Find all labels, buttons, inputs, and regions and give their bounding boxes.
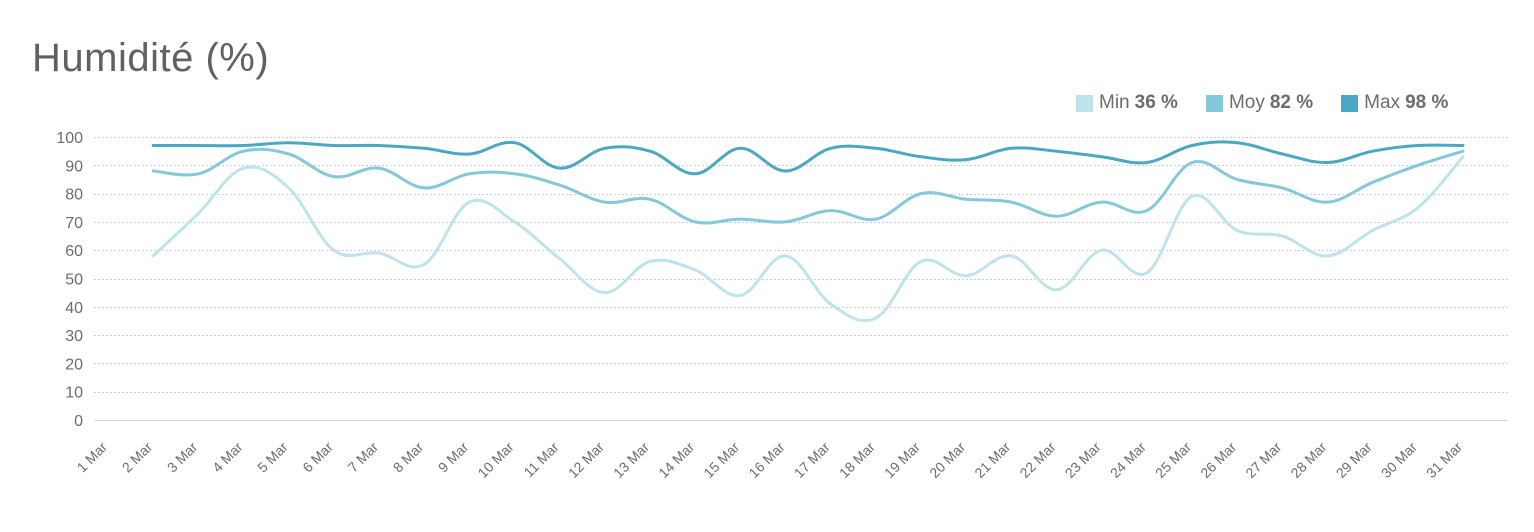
x-tick-label: 2 Mar xyxy=(119,439,156,476)
chart-title: Humidité (%) xyxy=(32,36,270,80)
series-lines xyxy=(151,140,1465,323)
x-tick-label: 15 Mar xyxy=(700,439,742,481)
legend-label-max: Max xyxy=(1364,92,1401,113)
y-axis: 0 10 20 30 40 50 60 70 80 90 100 xyxy=(56,130,83,430)
y-tick-label-80: 80 xyxy=(65,187,83,204)
x-tick-label: 25 Mar xyxy=(1152,439,1194,481)
x-tick-label: 18 Mar xyxy=(836,439,878,481)
legend-value-min: 36 % xyxy=(1134,92,1178,113)
x-tick-label: 6 Mar xyxy=(299,439,336,476)
legend-item-min[interactable]: Min 36 % xyxy=(1076,92,1178,114)
x-tick-label: 20 Mar xyxy=(926,439,968,481)
x-tick-label: 17 Mar xyxy=(791,439,833,481)
legend-value-moy: 82 % xyxy=(1269,92,1314,113)
x-axis: 1 Mar 2 Mar 3 Mar 4 Mar 5 Mar 6 Mar 7 Mar 8 Mar… xyxy=(73,439,1465,481)
x-tick-label: 3 Mar xyxy=(164,439,201,476)
x-tick-label: 23 Mar xyxy=(1062,439,1104,481)
x-tick-label: 29 Mar xyxy=(1333,439,1375,481)
chart-legend: Min 36 % Moy 82 % Max 98 % xyxy=(1076,92,1448,114)
legend-label-min: Min xyxy=(1099,92,1130,113)
x-tick-label: 26 Mar xyxy=(1197,439,1239,481)
series-line-max xyxy=(151,140,1465,176)
y-tick-label-10: 10 xyxy=(65,385,83,402)
legend-swatch-max xyxy=(1341,94,1359,112)
x-tick-label: 12 Mar xyxy=(565,439,607,481)
legend-item-moy[interactable]: Moy 82 % xyxy=(1205,92,1314,114)
y-tick-label-100: 100 xyxy=(56,130,83,147)
series-line-min xyxy=(151,155,1465,323)
y-tick-label-50: 50 xyxy=(65,272,83,289)
y-tick-label-60: 60 xyxy=(65,243,83,260)
x-tick-label: 11 Mar xyxy=(520,439,562,481)
legend-swatch-moy xyxy=(1205,94,1223,112)
x-tick-label: 9 Mar xyxy=(435,439,472,476)
x-tick-label: 14 Mar xyxy=(655,439,697,481)
x-tick-label: 7 Mar xyxy=(344,439,381,476)
legend-label-moy: Moy xyxy=(1228,92,1265,113)
y-tick-label-90: 90 xyxy=(65,158,83,175)
legend-value-max: 98 % xyxy=(1405,92,1449,113)
x-tick-label: 13 Mar xyxy=(610,439,652,481)
x-tick-label: 10 Mar xyxy=(474,439,516,481)
y-tick-label-0: 0 xyxy=(74,413,83,430)
series-line-moy xyxy=(151,147,1465,225)
x-tick-label: 8 Mar xyxy=(390,439,427,476)
x-tick-label: 21 Mar xyxy=(971,439,1013,481)
x-tick-label: 27 Mar xyxy=(1242,439,1284,481)
x-tick-label: 5 Mar xyxy=(254,439,291,476)
x-tick-label: 16 Mar xyxy=(745,439,787,481)
y-tick-label-30: 30 xyxy=(65,328,83,345)
x-tick-label: 30 Mar xyxy=(1378,439,1420,481)
x-tick-label: 4 Mar xyxy=(209,439,246,476)
grid-lines xyxy=(94,137,1508,421)
x-tick-label: 24 Mar xyxy=(1107,439,1149,481)
y-tick-label-40: 40 xyxy=(65,300,83,317)
x-tick-label: 31 Mar xyxy=(1423,439,1465,481)
legend-swatch-min xyxy=(1076,94,1093,112)
x-tick-label: 22 Mar xyxy=(1016,439,1058,481)
y-tick-label-20: 20 xyxy=(65,356,83,373)
x-tick-label: 28 Mar xyxy=(1287,439,1329,481)
legend-item-max[interactable]: Max 98 % xyxy=(1341,92,1448,114)
y-tick-label-70: 70 xyxy=(65,215,83,232)
x-tick-label: 19 Mar xyxy=(881,439,923,481)
x-tick-label: 1 Mar xyxy=(73,439,110,476)
